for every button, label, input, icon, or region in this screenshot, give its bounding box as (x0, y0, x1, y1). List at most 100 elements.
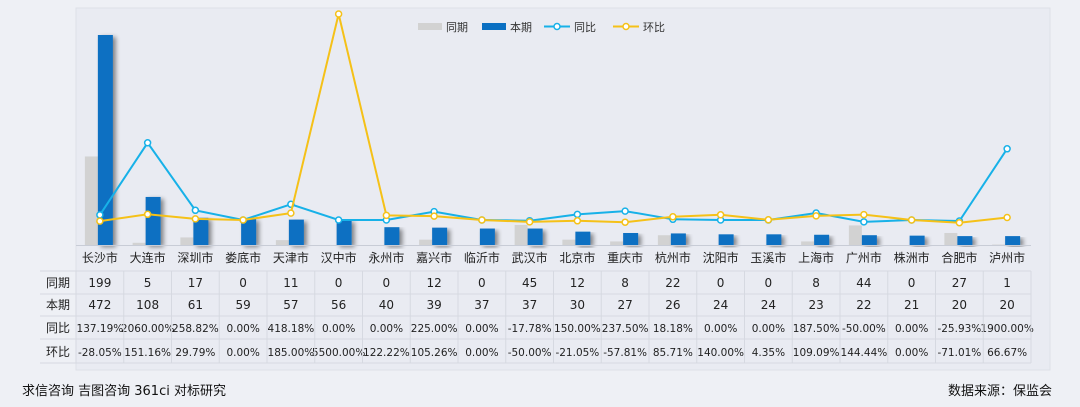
table-cell-1-11: 27 (617, 298, 632, 312)
table-cell-2-7: 225.00% (411, 323, 458, 335)
x-tick-label-5: 汉中市 (321, 250, 357, 265)
table-cell-3-7: 105.26% (411, 347, 458, 359)
table-cell-1-10: 30 (570, 298, 585, 312)
table-cell-1-16: 22 (856, 298, 871, 312)
table-cell-2-4: 418.18% (268, 323, 315, 335)
table-cell-1-3: 59 (235, 298, 250, 312)
point-mom-5 (334, 10, 343, 18)
bar-current-10 (575, 231, 591, 245)
table-cell-0-7: 12 (426, 276, 441, 290)
point-yoy-11 (621, 207, 629, 215)
bar-prior-11 (610, 241, 624, 245)
bar-current-7 (432, 227, 448, 245)
table-cell-0-19: 1 (1003, 276, 1011, 290)
bar-current-6 (384, 227, 400, 245)
legend-label-0: 同期 (446, 21, 468, 34)
legend: 同期 本期 同比 环比 (418, 20, 665, 34)
bar-prior-12 (657, 235, 671, 245)
table-cell-1-17: 21 (904, 298, 919, 312)
point-mom-19 (1003, 213, 1011, 222)
point-mom-16 (860, 210, 868, 219)
point-yoy-10 (573, 210, 582, 219)
bar-current-11 (623, 232, 639, 245)
table-cell-3-2: 29.79% (175, 347, 215, 359)
table-cell-2-6: 0.00% (370, 323, 403, 335)
table-cell-3-4: 185.00% (268, 347, 315, 359)
legend-swatch-0 (418, 23, 442, 30)
table-cell-1-7: 39 (426, 298, 441, 312)
point-mom-1 (143, 210, 152, 219)
point-yoy-0 (96, 211, 104, 219)
table-cell-0-3: 0 (239, 276, 247, 290)
table-cell-2-3: 0.00% (226, 323, 259, 335)
table-cell-0-8: 0 (478, 276, 486, 290)
table-cell-2-9: -17.78% (508, 323, 552, 335)
bar-current-9 (527, 228, 543, 245)
table-cell-3-8: 0.00% (465, 347, 498, 359)
x-tick-label-10: 北京市 (559, 250, 595, 265)
table-cell-3-13: 140.00% (697, 347, 744, 359)
table-cell-3-17: 0.00% (895, 347, 928, 359)
x-tick-label-1: 大连市 (130, 250, 166, 265)
bar-prior-0 (84, 156, 98, 245)
point-mom-18 (955, 218, 964, 227)
point-mom-11 (621, 218, 629, 226)
x-tick-label-7: 嘉兴市 (416, 250, 452, 265)
x-tick-label-0: 长沙市 (82, 250, 118, 265)
table-cell-3-15: 109.09% (793, 347, 840, 359)
bar-current-12 (670, 233, 686, 245)
table-cell-2-14: 0.00% (752, 323, 785, 335)
table-cell-3-18: -71.01% (937, 347, 981, 359)
bar-current-2 (193, 217, 209, 245)
legend-swatch-1 (482, 23, 506, 30)
x-tick-label-8: 临沂市 (464, 250, 500, 265)
point-mom-10 (573, 217, 582, 225)
legend-label-2: 同比 (574, 21, 596, 34)
table-cell-1-0: 472 (88, 298, 111, 312)
point-mom-13 (716, 211, 725, 219)
table-cell-1-2: 61 (188, 298, 203, 312)
point-mom-3 (239, 216, 247, 224)
point-mom-9 (525, 218, 534, 226)
bar-current-16 (861, 235, 877, 245)
data-table: 同期 199 5 17 0 11 0 0 12 0 45 12 8 22 0 0 8 44 0 27 1 本期 472 108… (40, 270, 1034, 364)
bar-current-14 (766, 234, 782, 245)
table-cell-1-12: 26 (665, 298, 680, 312)
table-cell-0-15: 8 (812, 276, 820, 290)
table-cell-1-1: 108 (136, 298, 159, 312)
table-cell-3-16: 144.44% (841, 347, 888, 359)
table-cell-1-18: 20 (952, 298, 967, 312)
table-cell-3-19: 66.67% (987, 347, 1027, 359)
table-cell-2-12: 18.18% (653, 323, 693, 335)
table-cell-1-8: 37 (474, 298, 489, 312)
bar-current-18 (957, 236, 973, 245)
x-tick-label-2: 深圳市 (177, 250, 213, 265)
table-cell-0-14: 0 (765, 276, 773, 290)
bar-prior-16 (848, 225, 862, 245)
bar-current-17 (909, 235, 925, 245)
table-cell-2-18: -25.93% (937, 323, 981, 335)
bar-current-8 (479, 228, 495, 245)
line-yoy (99, 141, 1008, 223)
table-cell-1-13: 24 (713, 298, 728, 312)
table-cell-3-0: -28.05% (78, 347, 122, 359)
table-row-label-1: 本期 (46, 298, 70, 312)
table-cell-0-9: 45 (522, 276, 537, 290)
table-cell-0-4: 11 (283, 276, 298, 290)
table-cell-2-15: 187.50% (793, 323, 840, 335)
table-cell-2-2: 258.82% (172, 323, 219, 335)
bar-current-1 (145, 196, 161, 245)
table-cell-1-19: 20 (999, 298, 1014, 312)
table-cell-0-6: 0 (383, 276, 391, 290)
table-cell-2-5: 0.00% (322, 323, 355, 335)
bar-prior-15 (801, 241, 815, 245)
legend-marker-3 (622, 22, 630, 31)
point-mom-4 (287, 209, 295, 217)
x-tick-label-6: 永州市 (368, 250, 404, 265)
x-tick-label-19: 泸州市 (989, 250, 1025, 265)
legend-label-1: 本期 (510, 20, 532, 34)
table-row-label-2: 同比 (46, 321, 70, 335)
table-cell-2-8: 0.00% (465, 323, 498, 335)
table-cell-3-11: -57.81% (603, 347, 647, 359)
point-yoy-2 (191, 206, 200, 215)
